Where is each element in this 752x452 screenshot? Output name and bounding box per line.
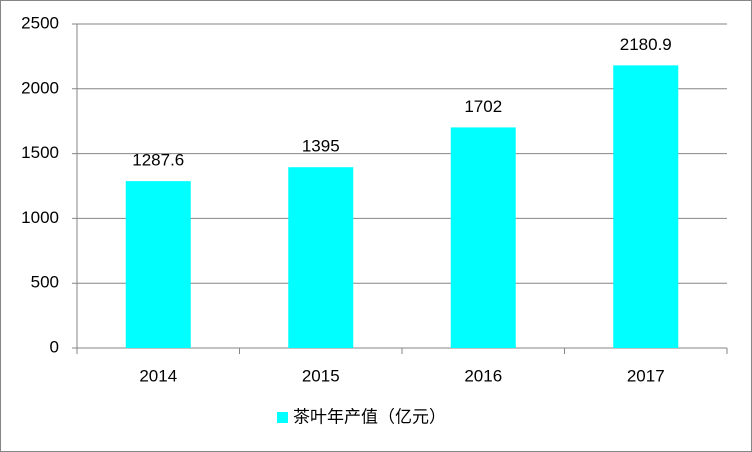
x-tick-label: 2014 <box>139 366 177 385</box>
bar <box>450 127 516 348</box>
y-tick-label: 500 <box>31 273 59 292</box>
y-tick-label: 2000 <box>21 78 59 97</box>
y-tick-label: 1500 <box>21 143 59 162</box>
x-tick-label: 2017 <box>627 366 665 385</box>
legend-swatch <box>277 412 288 423</box>
bar <box>288 167 354 348</box>
data-label: 1287.6 <box>132 151 184 170</box>
data-label: 1702 <box>464 97 502 116</box>
data-label: 2180.9 <box>620 35 672 54</box>
data-label: 1395 <box>302 137 340 156</box>
bar <box>125 181 191 348</box>
x-tick-label: 2016 <box>464 366 502 385</box>
legend-label: 茶叶年产值（亿元） <box>293 407 446 426</box>
y-tick-label: 2500 <box>21 13 59 32</box>
bar <box>613 65 679 349</box>
x-tick-label: 2015 <box>302 366 340 385</box>
y-tick-label: 1000 <box>21 208 59 227</box>
y-tick-label: 0 <box>50 337 59 356</box>
